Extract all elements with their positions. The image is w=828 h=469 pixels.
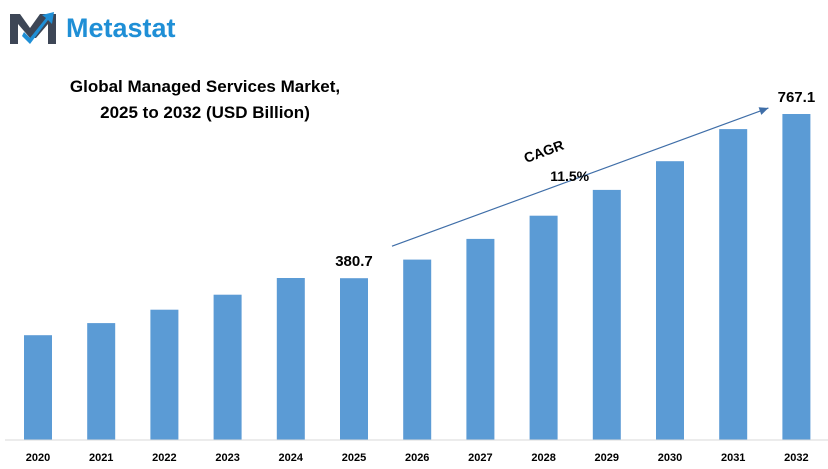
bar-2021: [87, 323, 116, 440]
x-tick-label-2025: 2025: [342, 452, 366, 464]
metastat-logo-arrow: [22, 12, 54, 44]
x-tick-label-2027: 2027: [468, 452, 492, 464]
bar-2029: [592, 189, 621, 440]
bar-2031: [719, 129, 748, 440]
x-tick-label-2022: 2022: [152, 452, 176, 464]
x-tick-label-2021: 2021: [89, 452, 113, 464]
bar-2030: [656, 161, 684, 440]
bar-2027: [466, 238, 495, 440]
bars-group: [24, 114, 811, 440]
bar-2024: [276, 278, 305, 440]
bar-2020: [24, 335, 52, 440]
x-tick-label-2030: 2030: [658, 452, 682, 464]
x-tick-label-2023: 2023: [215, 452, 239, 464]
metastat-logo: Metastat: [10, 12, 176, 44]
bar-2026: [403, 259, 432, 440]
data-label-2025: 380.7: [335, 253, 373, 270]
bar-2023: [213, 294, 242, 440]
chart-title: Global Managed Services Market, 2025 to …: [40, 74, 370, 126]
x-tick-label-2028: 2028: [531, 452, 555, 464]
brand-name: Metastat: [66, 13, 176, 43]
cagr-arrow-line: [391, 107, 769, 247]
x-tick-labels: 2020 2021 2022 2023 2024 2025 2026 2027 2028 2029…: [26, 452, 809, 464]
bar-2028: [529, 215, 558, 440]
chart-title-line-2: 2025 to 2032 (USD Billion): [100, 103, 310, 122]
x-tick-label-2031: 2031: [721, 452, 745, 464]
data-label-2032: 767.1: [778, 89, 816, 106]
bar-2025: [340, 278, 368, 440]
cagr-arrow-head: [758, 107, 769, 115]
data-labels: 380.7 767.1: [335, 89, 815, 270]
x-tick-label-2024: 2024: [279, 452, 304, 464]
x-tick-label-2020: 2020: [26, 452, 50, 464]
chart-title-line-1: Global Managed Services Market,: [69, 77, 341, 96]
cagr-value: 11.5%: [550, 168, 589, 184]
bar-2022: [150, 309, 179, 440]
x-tick-label-2032: 2032: [784, 452, 808, 464]
cagr-label: CAGR: [522, 137, 566, 166]
x-tick-label-2026: 2026: [405, 452, 429, 464]
x-tick-label-2029: 2029: [595, 452, 619, 464]
cagr-annotation: CAGR 11.5%: [391, 107, 769, 247]
bar-2032: [782, 114, 811, 440]
